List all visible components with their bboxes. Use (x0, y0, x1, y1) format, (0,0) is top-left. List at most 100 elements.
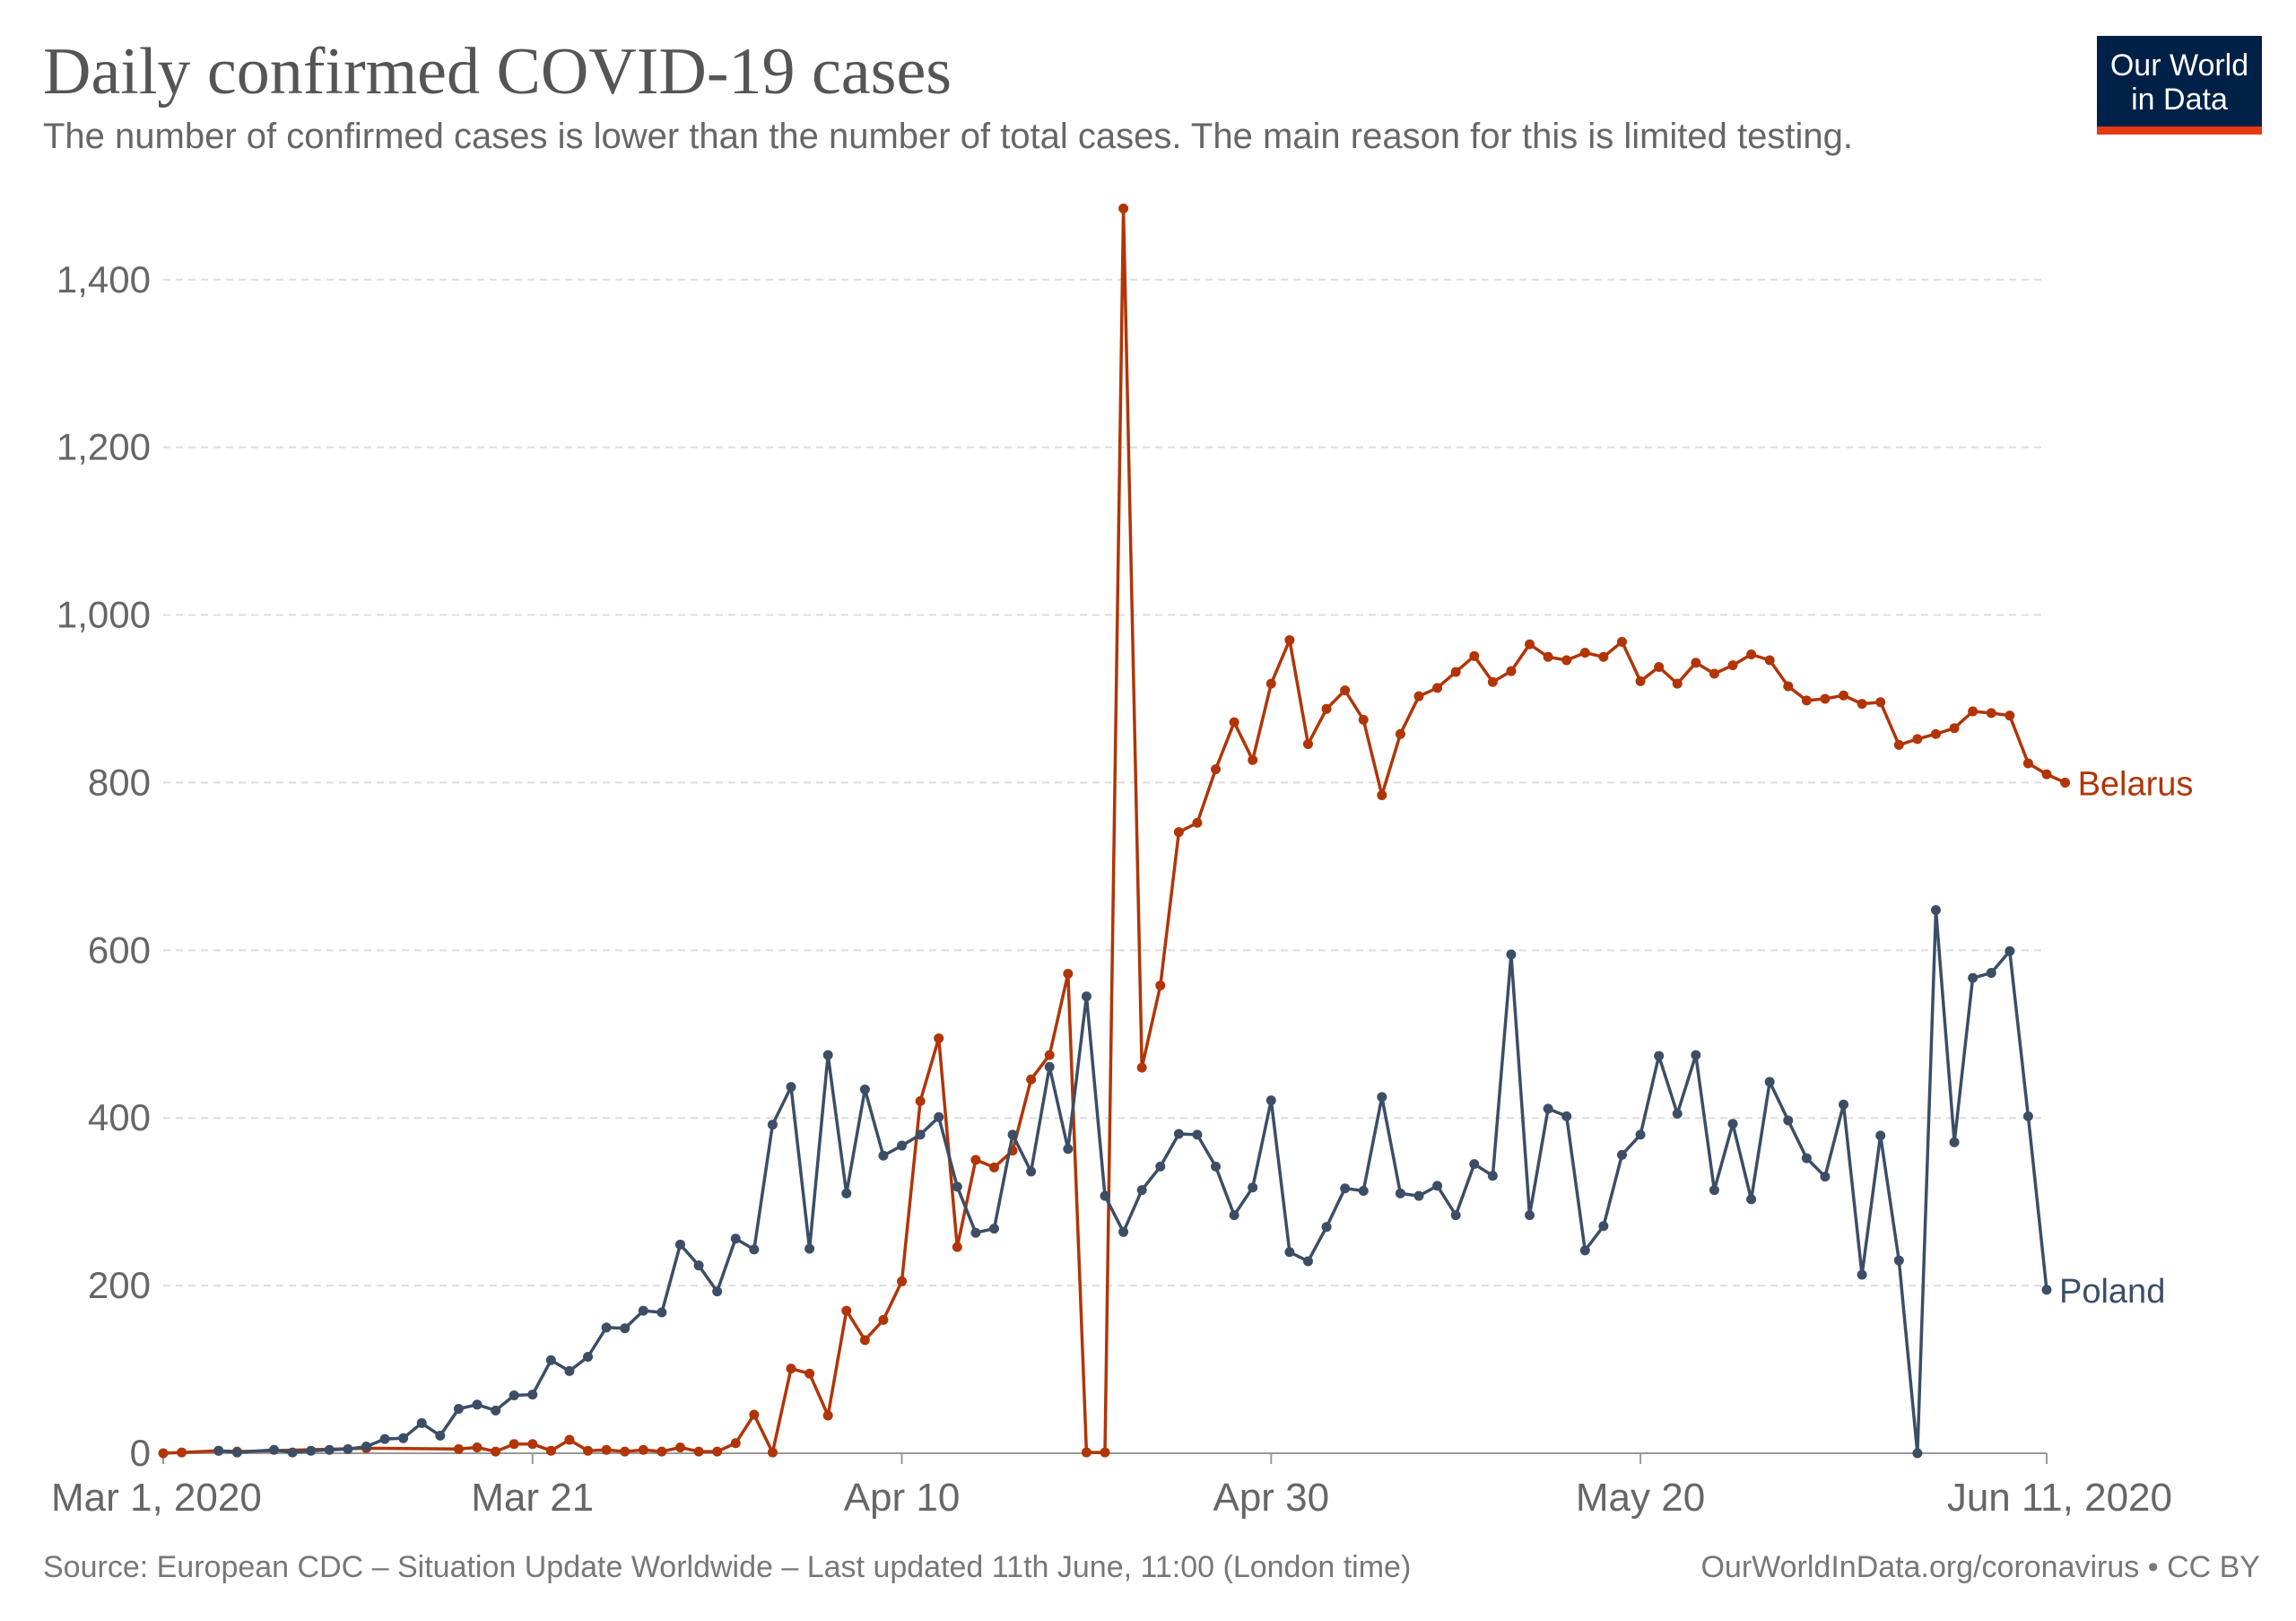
data-point (1506, 666, 1517, 676)
data-point (1839, 690, 1849, 701)
data-point (1284, 635, 1295, 646)
data-point (1248, 1182, 1258, 1193)
data-point (1063, 1144, 1074, 1155)
data-point (1340, 685, 1351, 696)
data-point (767, 1120, 778, 1130)
data-point (674, 1239, 685, 1250)
data-point (1912, 1448, 1923, 1459)
data-point (398, 1433, 409, 1443)
x-tick-label: Apr 10 (844, 1476, 961, 1520)
data-point (1579, 1245, 1590, 1256)
data-point (1395, 1188, 1405, 1198)
data-point (620, 1323, 631, 1334)
data-point (2022, 1111, 2033, 1121)
chart-subtitle: The number of confirmed cases is lower t… (43, 117, 1853, 156)
data-point (545, 1355, 556, 1365)
data-point (1026, 1074, 1037, 1085)
data-point (1598, 1221, 1609, 1232)
data-point (1654, 1050, 1665, 1061)
data-point (1543, 651, 1553, 662)
data-point (1155, 980, 1166, 991)
source-link[interactable]: OurWorldInData.org/coronavirus • CC BY (1700, 1550, 2260, 1584)
data-point (1044, 1061, 1055, 1072)
data-point (1986, 708, 1996, 719)
data-point (638, 1305, 648, 1316)
data-point (1173, 827, 1184, 838)
data-point (583, 1352, 594, 1363)
data-point (934, 1111, 944, 1122)
data-point (1561, 655, 1572, 666)
data-point (343, 1443, 353, 1454)
data-point (1764, 1076, 1775, 1087)
data-point (1081, 991, 1091, 1002)
data-point (1118, 203, 1129, 214)
data-point (1783, 1115, 1794, 1126)
data-point (601, 1322, 612, 1333)
data-point (1616, 636, 1627, 647)
data-point (859, 1335, 870, 1346)
data-point (1118, 1226, 1129, 1237)
data-point (1746, 1194, 1757, 1205)
data-point (1265, 678, 1276, 689)
data-point (1248, 754, 1258, 765)
data-point (1321, 1222, 1332, 1233)
data-point (988, 1224, 999, 1234)
data-point (453, 1403, 464, 1414)
data-point (583, 1445, 594, 1456)
data-point (1616, 1149, 1627, 1160)
owid-logo[interactable]: Our World in Data (2097, 36, 2262, 135)
data-point (712, 1286, 723, 1297)
data-point (786, 1364, 796, 1374)
data-point (1100, 1447, 1110, 1458)
data-point (1727, 660, 1738, 671)
series-line-belarus (162, 206, 2066, 1455)
data-point (1413, 691, 1424, 702)
logo-line-1: Our World (2109, 48, 2249, 83)
data-point (1949, 1137, 1960, 1147)
data-point (1432, 1181, 1443, 1191)
data-point (1857, 699, 1867, 710)
data-point (1026, 1166, 1037, 1177)
data-point (970, 1155, 981, 1165)
data-point (1764, 655, 1775, 666)
data-point (231, 1447, 242, 1458)
data-point (749, 1244, 760, 1255)
data-point (1968, 972, 1979, 983)
x-tick-label: Mar 1, 2020 (51, 1476, 262, 1520)
data-point (915, 1096, 926, 1107)
data-point (674, 1442, 685, 1452)
data-point (2060, 777, 2071, 788)
data-point (527, 1439, 538, 1450)
data-point (1968, 706, 1979, 717)
data-point (1136, 1185, 1147, 1196)
data-point (1081, 1447, 1091, 1458)
y-tick-label: 800 (88, 761, 151, 803)
data-point (491, 1405, 501, 1416)
data-point (1857, 1269, 1867, 1280)
data-point (1783, 681, 1794, 692)
data-point (1875, 1130, 1886, 1141)
data-point (1377, 789, 1387, 800)
data-point (1709, 1185, 1719, 1196)
series-belarus (158, 203, 2071, 1459)
data-point (657, 1307, 667, 1318)
x-axis: Mar 1, 2020 Mar 21 Apr 10 Apr 30 May 20 Jun 1… (51, 1452, 2172, 1520)
data-point (1358, 714, 1369, 725)
data-point (1211, 1161, 1222, 1172)
data-point (1875, 697, 1886, 708)
data-point (2022, 758, 2033, 769)
source-note: Source: European CDC – Situation Update … (43, 1550, 1412, 1584)
data-point (361, 1442, 371, 1452)
series-label-poland: Poland (2059, 1273, 2165, 1311)
data-point (1691, 658, 1701, 668)
data-point (1192, 817, 1203, 828)
data-point (1302, 738, 1313, 749)
data-point (638, 1444, 648, 1455)
x-tick-label: Jun 11, 2020 (1947, 1476, 2172, 1520)
data-point (1801, 695, 1812, 706)
data-point (1986, 968, 1996, 979)
data-point (988, 1162, 999, 1172)
data-point (453, 1443, 464, 1454)
data-point (822, 1050, 833, 1060)
